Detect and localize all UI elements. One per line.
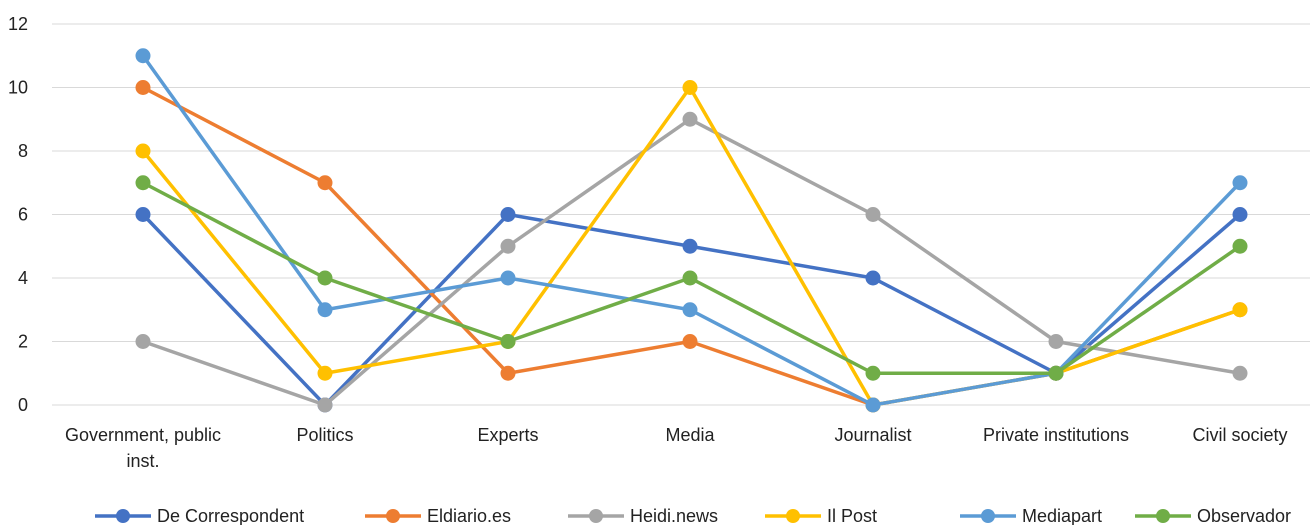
data-point xyxy=(500,334,516,349)
legend-swatch-marker xyxy=(786,509,800,523)
y-tick-label: 2 xyxy=(18,332,28,352)
legend-item: Eldiario.es xyxy=(365,506,511,525)
y-tick-label: 6 xyxy=(18,205,28,225)
x-tick-label-line: Media xyxy=(665,425,715,445)
data-point xyxy=(500,270,516,286)
legend-label: Heidi.news xyxy=(630,506,718,525)
data-point xyxy=(317,175,333,191)
data-point xyxy=(682,80,698,95)
x-tick-label-line: Government, public xyxy=(65,425,221,445)
data-point xyxy=(317,302,333,318)
data-point xyxy=(865,365,881,381)
y-axis-ticks: 0 2 4 6 8 10 12 xyxy=(8,14,28,415)
legend-item: De Correspondent xyxy=(95,506,304,525)
legend-swatch-marker xyxy=(116,509,130,523)
x-tick-label: Politics xyxy=(296,425,353,445)
data-point xyxy=(1232,302,1248,318)
data-point xyxy=(135,207,151,222)
data-point xyxy=(135,80,151,95)
x-tick-label: Government, public inst. xyxy=(65,425,221,471)
data-point xyxy=(1048,365,1064,381)
x-tick-label-line: Private institutions xyxy=(983,425,1129,445)
legend-label: Il Post xyxy=(827,506,877,525)
y-tick-label: 12 xyxy=(8,14,28,34)
y-tick-label: 8 xyxy=(18,141,28,161)
data-point xyxy=(135,175,151,191)
legend-swatch-marker xyxy=(386,509,400,523)
x-tick-label-line: Civil society xyxy=(1192,425,1287,445)
legend-label: De Correspondent xyxy=(157,506,304,525)
legend-item: Il Post xyxy=(765,506,877,525)
legend-label: Observador xyxy=(1197,506,1291,525)
x-tick-label-line: inst. xyxy=(126,451,159,471)
data-point xyxy=(1232,207,1248,222)
series-observador xyxy=(135,175,1248,381)
y-tick-label: 4 xyxy=(18,268,28,288)
x-axis-ticks: Government, public inst. Politics Experts Me… xyxy=(65,425,1288,471)
data-point xyxy=(135,334,151,349)
x-tick-label: Experts xyxy=(477,425,538,445)
x-tick-label: Private institutions xyxy=(983,425,1129,445)
series-line xyxy=(142,117,1241,407)
legend-swatch-marker xyxy=(981,509,995,523)
data-point xyxy=(682,111,698,127)
data-point xyxy=(1048,334,1064,349)
data-point xyxy=(682,334,698,349)
legend-item: Observador xyxy=(1135,506,1291,525)
data-point xyxy=(1232,365,1248,381)
data-point xyxy=(317,365,333,381)
data-point xyxy=(135,48,151,64)
data-point xyxy=(682,270,698,286)
legend-label: Eldiario.es xyxy=(427,506,511,525)
data-point xyxy=(500,365,516,381)
data-point xyxy=(865,397,881,413)
y-tick-label: 0 xyxy=(18,395,28,415)
data-point xyxy=(317,397,333,413)
data-point xyxy=(865,270,881,286)
data-point xyxy=(682,302,698,318)
legend-label: Mediapart xyxy=(1022,506,1102,525)
y-tick-label: 10 xyxy=(8,78,28,98)
data-point xyxy=(500,238,516,254)
data-point xyxy=(317,270,333,286)
x-tick-label-line: Journalist xyxy=(834,425,911,445)
data-point xyxy=(1232,238,1248,254)
x-tick-label: Media xyxy=(665,425,715,445)
data-point xyxy=(682,238,698,254)
legend-item: Mediapart xyxy=(960,506,1102,525)
x-tick-label: Civil society xyxy=(1192,425,1287,445)
legend: De Correspondent Eldiario.es Heidi.news Il … xyxy=(95,506,1291,525)
series-heidi-news xyxy=(135,111,1248,413)
gridlines xyxy=(52,23,1310,406)
legend-item: Heidi.news xyxy=(568,506,718,525)
x-tick-label-line: Experts xyxy=(477,425,538,445)
data-point xyxy=(500,207,516,222)
legend-swatch-marker xyxy=(589,509,603,523)
data-point xyxy=(1232,175,1248,191)
data-point xyxy=(135,143,151,159)
legend-swatch-marker xyxy=(1156,509,1170,523)
series-group xyxy=(135,48,1248,413)
data-point xyxy=(865,207,881,222)
x-tick-label-line: Politics xyxy=(296,425,353,445)
x-tick-label: Journalist xyxy=(834,425,911,445)
